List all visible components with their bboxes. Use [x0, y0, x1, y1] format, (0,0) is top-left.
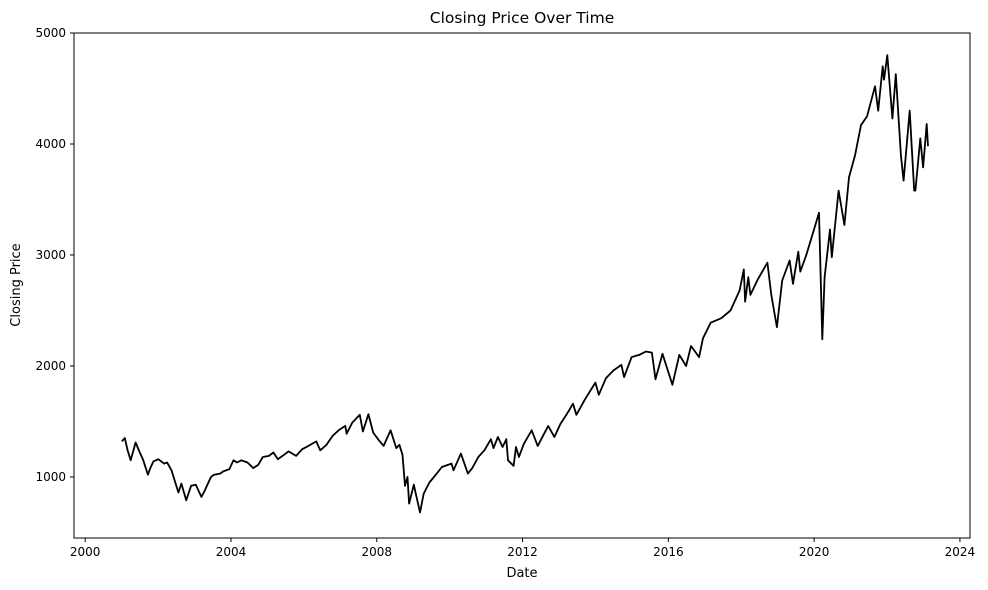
x-axis-label: Date [506, 566, 537, 581]
x-tick-label: 2024 [945, 545, 976, 559]
x-tick-label: 2008 [361, 545, 392, 559]
series-line-0 [121, 54, 929, 514]
plot-area [121, 54, 929, 514]
x-tick-label: 2020 [799, 545, 830, 559]
y-axis: 1000 2000 3000 4000 5000 [35, 26, 74, 484]
x-tick-label: 2016 [653, 545, 684, 559]
y-tick-label: 3000 [35, 248, 66, 262]
x-tick-label: 2004 [216, 545, 247, 559]
y-tick-label: 2000 [35, 359, 66, 373]
chart-title: Closing Price Over Time [430, 9, 614, 27]
y-tick-label: 5000 [35, 26, 66, 40]
plot-frame [73, 32, 971, 539]
x-tick-label: 2000 [70, 545, 101, 559]
x-axis: 2000 2004 2008 2012 2016 2020 2024 [70, 538, 975, 559]
y-axis-label: Closing Price [9, 243, 24, 326]
y-tick-label: 4000 [35, 137, 66, 151]
x-tick-label: 2012 [507, 545, 538, 559]
y-tick-label: 1000 [35, 470, 66, 484]
